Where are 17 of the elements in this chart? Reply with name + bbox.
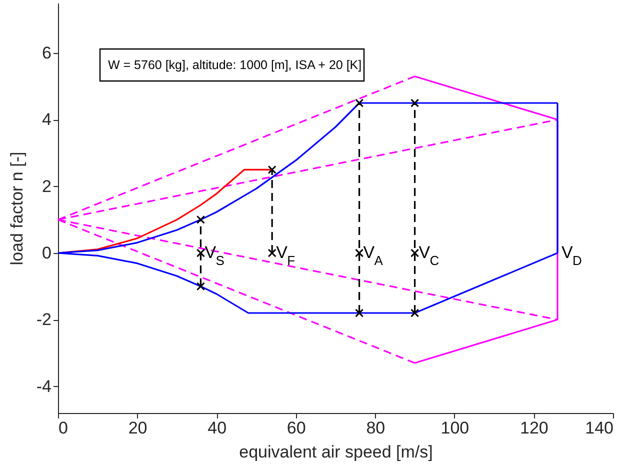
annotation: W = 5760 [kg], altitude: 1000 [m], ISA + 20 [K] [108,58,362,72]
y-tick-label: 0 [42,244,52,262]
x-tick-label: 20 [128,418,148,438]
y-tick-label: -4 [36,376,52,396]
y-tick-label: 4 [42,110,52,130]
x-tick-label: 60 [286,418,306,438]
x-tick-label: 80 [366,418,386,438]
x-axis-title: equivalent air speed [m/s] [239,442,433,462]
y-tick-label: -2 [36,310,52,330]
y-axis-title: load factor n [-] [7,152,26,266]
y-tick-label: 2 [42,176,52,196]
x-tick-label: 120 [520,418,548,438]
x-tick-label: 140 [585,418,614,438]
x-tick-label: 100 [440,418,470,438]
y-tick-label: 6 [42,44,52,62]
x-tick-label: 40 [208,418,227,438]
x-tick-label: 0 [58,418,68,438]
